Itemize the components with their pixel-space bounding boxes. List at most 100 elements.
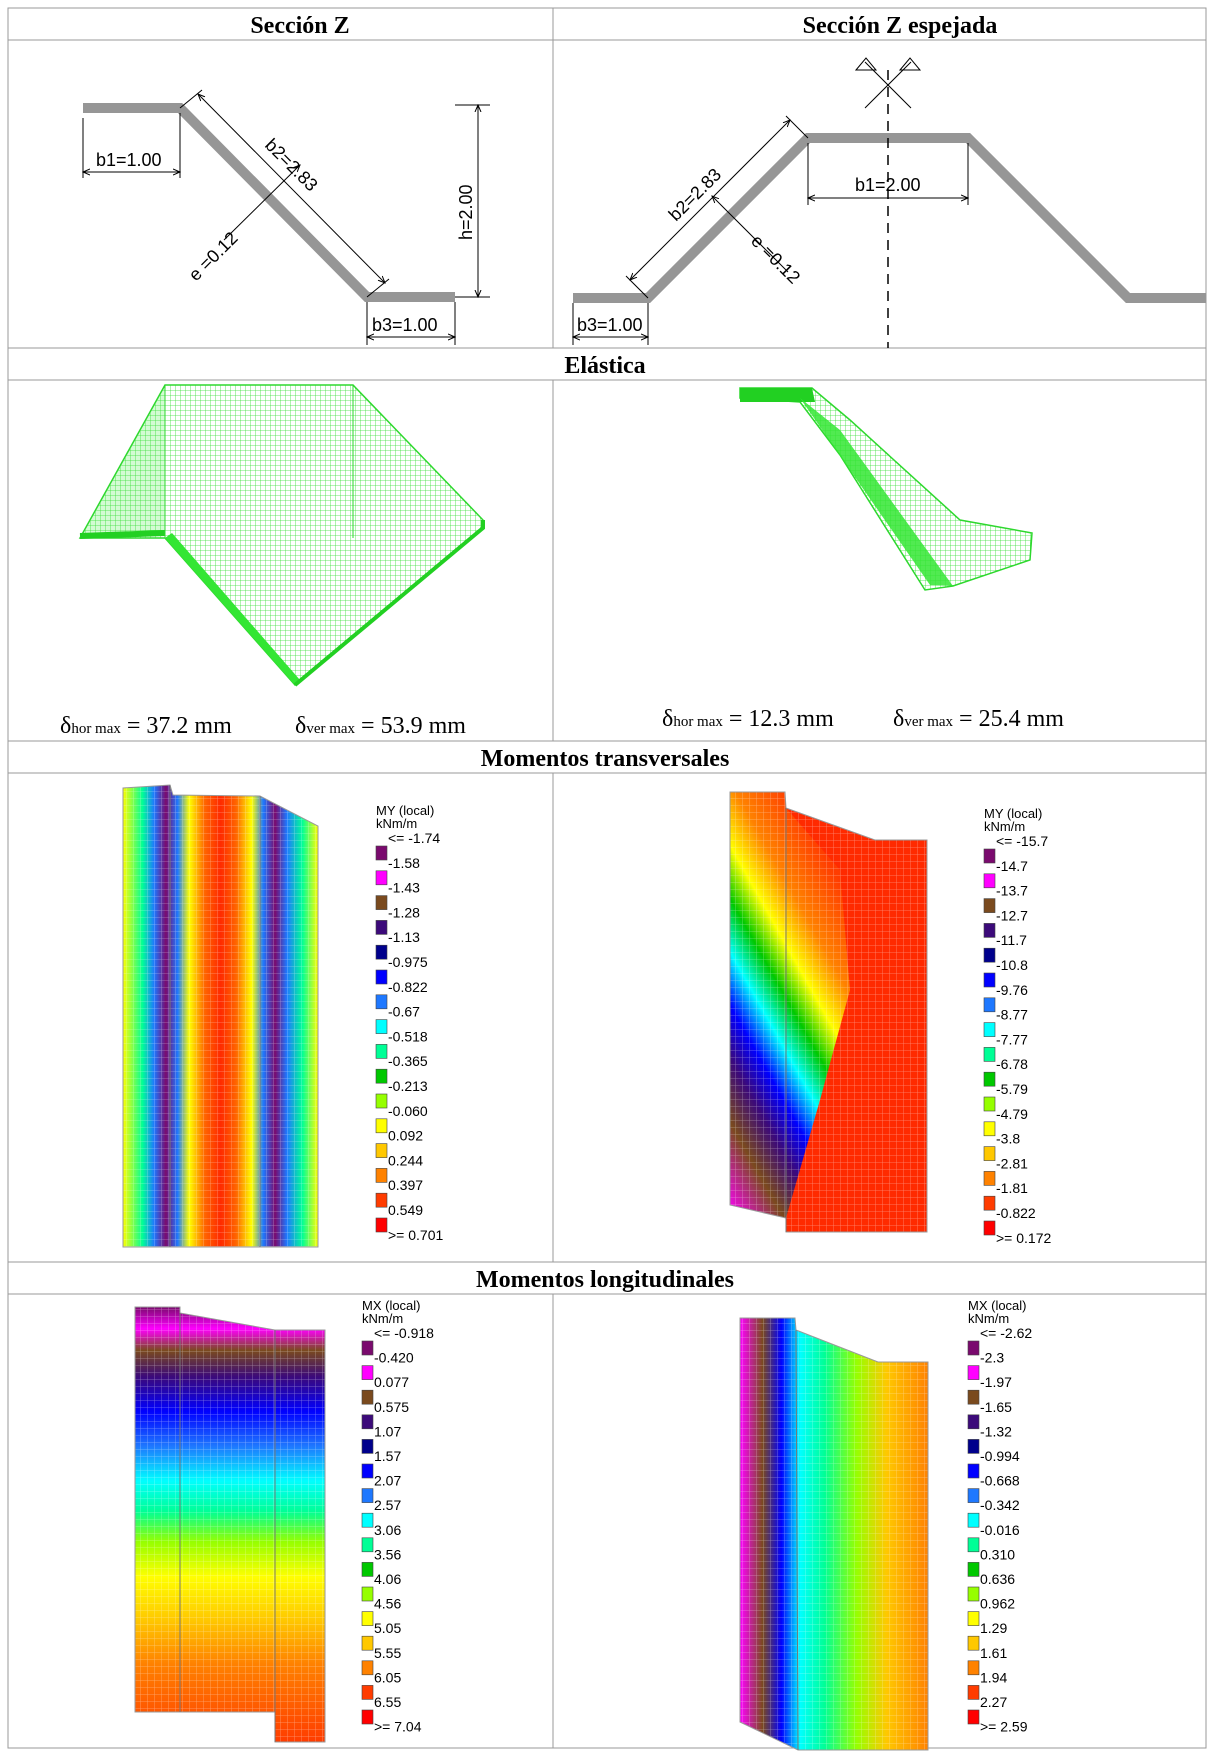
legend-label: -9.76 (996, 982, 1028, 998)
legend-swatch (967, 1488, 980, 1503)
hor-value: = 12.3 mm (729, 706, 834, 732)
legend-label: 0.092 (388, 1128, 423, 1144)
legend-swatch (967, 1660, 980, 1676)
legend-label: -1.65 (980, 1399, 1012, 1415)
legend-swatch (983, 972, 996, 988)
legend-swatch (967, 1635, 980, 1651)
deflection-caption-right: δhor max = 12.3 mm δver max = 25.4 mm (662, 706, 1064, 732)
legend-swatch (967, 1562, 980, 1577)
legend-swatch (375, 1019, 388, 1034)
mirror-dim-b3: b3=1.00 (577, 315, 643, 335)
legend-label: -0.994 (980, 1448, 1020, 1464)
legend-label: 0.244 (388, 1152, 423, 1168)
legend-label: 1.57 (374, 1448, 401, 1464)
legend-label: -11.7 (996, 932, 1027, 948)
legend-swatch (361, 1660, 374, 1676)
mirror-dim-e: e =0.12 (747, 231, 804, 288)
legend-swatch (967, 1685, 980, 1700)
legend-swatch (967, 1414, 980, 1430)
legend-swatch (967, 1389, 980, 1405)
legend-swatch (967, 1611, 980, 1626)
legend-label: 0.077 (374, 1374, 409, 1390)
legend-mx-left: MX (local)kNm/m<= -0.918 -0.420 0.077 0.575… (361, 1298, 434, 1735)
hor-subscript: hor max (673, 714, 723, 730)
legend-swatch (983, 1121, 996, 1137)
legend-label: -1.32 (980, 1423, 1012, 1439)
legend-label: 0.549 (388, 1202, 423, 1218)
deformed-shape-right (739, 387, 1033, 591)
section-z-mirror-drawing: b2=2.83 e =0.12 b1=2.00 b3=1.00 (573, 57, 1206, 348)
legend-label: -0.975 (388, 954, 428, 970)
legend-label: -12.7 (996, 907, 1028, 923)
legend-label: 1.29 (980, 1620, 1007, 1636)
legend-label: >= 0.172 (996, 1230, 1051, 1246)
dim-b2: b2=2.83 (261, 135, 322, 196)
dim-e: e =0.12 (185, 228, 242, 285)
legend-swatch (375, 1044, 388, 1059)
legend-swatch (361, 1685, 374, 1700)
legend-swatch (375, 1168, 388, 1183)
legend-label: -3.8 (996, 1131, 1020, 1147)
legend-label: -0.668 (980, 1473, 1020, 1489)
ver-value: = 25.4 mm (959, 706, 1064, 732)
legend-label: 2.57 (374, 1497, 401, 1513)
legend-label: 2.07 (374, 1473, 401, 1489)
legend-label: -13.7 (996, 883, 1028, 899)
legend-swatch (967, 1512, 980, 1528)
legend-label: >= 7.04 (374, 1719, 422, 1735)
legend-label: 4.56 (374, 1596, 401, 1612)
legend-label: -4.79 (996, 1106, 1028, 1122)
dim-b3: b3=1.00 (372, 315, 438, 335)
ver-value: = 53.9 mm (361, 713, 466, 739)
contour-mx-right (739, 1317, 929, 1751)
legend-swatch (983, 947, 996, 963)
legend-label: -1.97 (980, 1374, 1012, 1390)
legend-label: 1.94 (980, 1669, 1007, 1685)
legend-label: -0.518 (388, 1028, 428, 1044)
legend-swatch (361, 1414, 374, 1430)
legend-swatch (983, 1220, 996, 1236)
legend-label: -0.67 (388, 1004, 420, 1020)
legend-swatch (967, 1340, 980, 1356)
legend-swatch (983, 997, 996, 1013)
dim-h: h=2.00 (456, 184, 476, 240)
legend-swatch (983, 1022, 996, 1037)
legend-label: 0.636 (980, 1571, 1015, 1587)
legend-label: 0.397 (388, 1177, 423, 1193)
legend-swatch (375, 1118, 388, 1134)
legend-label: -0.420 (374, 1350, 414, 1366)
deformed-shape-left (78, 384, 485, 687)
legend-title: MY (local) (376, 803, 434, 818)
legend-label: 6.05 (374, 1669, 401, 1685)
legend-label: -10.8 (996, 957, 1028, 973)
svg-text:δver max = 25.4 mm: δver max = 25.4 mm (893, 706, 1064, 732)
svg-text:δhor max = 37.2 mm: δhor max = 37.2 mm (60, 713, 232, 739)
legend-label: <= -0.918 (374, 1325, 434, 1341)
legend-label: <= -2.62 (980, 1325, 1032, 1341)
legend-swatch (967, 1586, 980, 1602)
ver-subscript: ver max (904, 714, 953, 730)
legend-title: MX (local) (362, 1298, 421, 1313)
legend-mx-right: MX (local)kNm/m<= -2.62 -2.3 -1.97 -1.65 -1.… (967, 1298, 1032, 1735)
legend-swatch (967, 1537, 980, 1553)
legend-swatch (361, 1562, 374, 1577)
header-transverse-moments: Momentos transversales (481, 746, 730, 772)
legend-label: 5.55 (374, 1645, 401, 1661)
svg-text:δver max = 53.9 mm: δver max = 53.9 mm (295, 713, 466, 739)
legend-swatch (967, 1463, 980, 1479)
legend-swatch (361, 1611, 374, 1626)
legend-swatch (361, 1586, 374, 1602)
legend-swatch (375, 1093, 388, 1109)
header-section-z: Sección Z (250, 13, 349, 39)
legend-swatch (361, 1365, 374, 1380)
legend-label: <= -1.74 (388, 830, 440, 846)
contour-my-left (122, 784, 319, 1248)
legend-label: <= -15.7 (996, 833, 1048, 849)
legend-swatch (967, 1439, 980, 1454)
legend-unit: kNm/m (968, 1311, 1009, 1326)
legend-label: 1.61 (980, 1645, 1007, 1661)
legend-swatch (983, 1071, 996, 1087)
legend-swatch (361, 1488, 374, 1503)
delta-symbol: δ (60, 713, 71, 739)
